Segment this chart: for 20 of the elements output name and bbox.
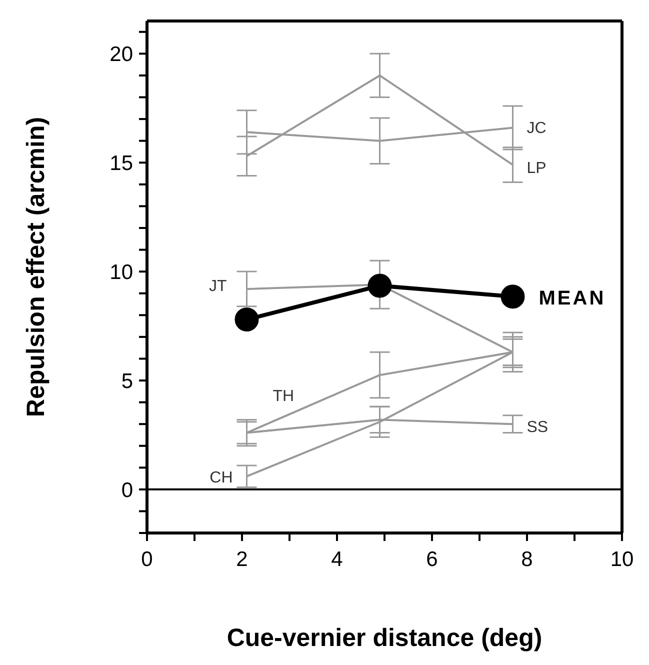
x-tick-label: 10: [610, 548, 634, 571]
x-axis-title: Cue-vernier distance (deg): [226, 624, 542, 652]
series-label: SS: [526, 419, 548, 436]
x-tick-label: 8: [521, 548, 533, 571]
y-axis-title: Repulsion effect (arcmin): [22, 116, 50, 417]
series-label: TH: [272, 388, 294, 405]
x-tick-label: 0: [141, 548, 153, 571]
series-label: JT: [208, 278, 227, 295]
series-label: CH: [210, 469, 233, 486]
series-label: LP: [526, 160, 546, 177]
y-tick-label: 15: [110, 152, 133, 176]
x-tick-label: 4: [331, 548, 344, 571]
y-tick-label: 20: [110, 43, 133, 66]
series-label: JC: [526, 120, 546, 137]
y-tick-label: 0: [121, 478, 133, 502]
y-tick-label: 10: [110, 261, 133, 284]
y-tick-label: 5: [121, 370, 133, 393]
x-tick-label: 2: [236, 548, 248, 571]
series-label: MEAN: [538, 288, 606, 310]
x-tick-label: 6: [426, 548, 438, 571]
